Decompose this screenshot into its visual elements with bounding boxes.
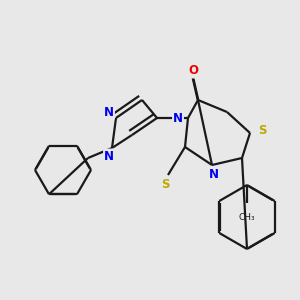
- Text: CH₃: CH₃: [239, 213, 255, 222]
- Text: N: N: [104, 149, 114, 163]
- Text: N: N: [209, 169, 219, 182]
- Text: S: S: [161, 178, 169, 191]
- Text: N: N: [173, 112, 183, 124]
- Text: N: N: [104, 106, 114, 118]
- Text: S: S: [258, 124, 266, 137]
- Text: O: O: [188, 64, 198, 77]
